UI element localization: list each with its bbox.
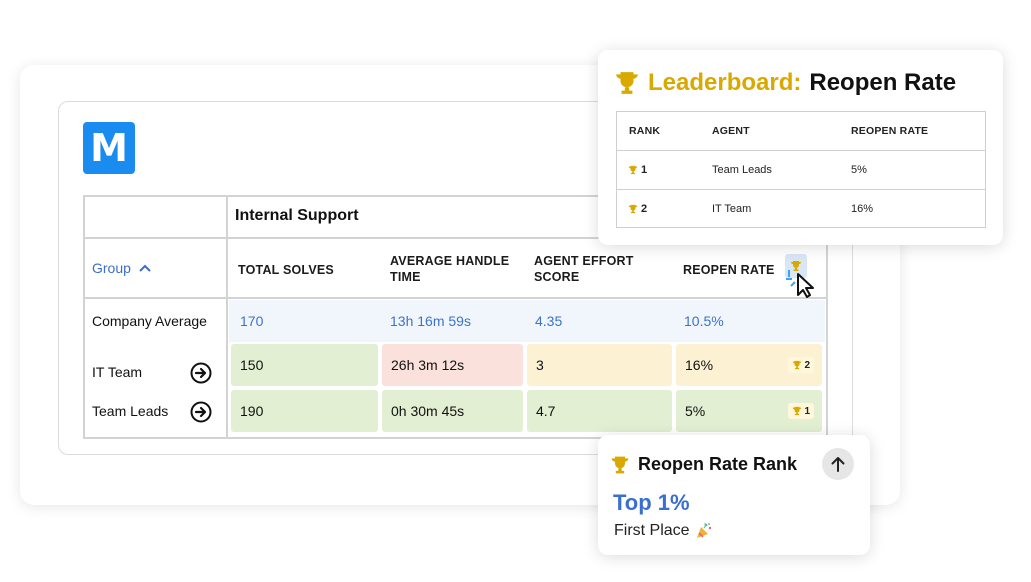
company-average-row bbox=[229, 300, 825, 342]
table-cell: 3 bbox=[527, 344, 672, 386]
table-border-bottom bbox=[83, 437, 828, 439]
rank-card-title-text: Reopen Rate Rank bbox=[638, 454, 798, 474]
cell-value: 16% bbox=[685, 357, 714, 373]
leaderboard-title-metric: Reopen Rate bbox=[809, 69, 957, 96]
logo-letter: M bbox=[90, 126, 128, 170]
rank-badge-value: 1 bbox=[804, 405, 810, 417]
table-divider bbox=[83, 237, 828, 239]
arrow-right-circle-icon[interactable] bbox=[190, 362, 212, 384]
table-border-left bbox=[83, 195, 85, 439]
row-label-team-leads: Team Leads bbox=[92, 403, 169, 419]
cursor-icon bbox=[786, 270, 814, 298]
trophy-icon bbox=[793, 360, 802, 370]
leaderboard-agent: Team Leads bbox=[712, 164, 772, 176]
leaderboard-header-reopen-rate: REOPEN RATE bbox=[851, 125, 929, 137]
trophy-icon bbox=[628, 165, 638, 175]
rank-card: Reopen Rate Rank Top 1% First Place bbox=[598, 435, 870, 555]
table-border-right bbox=[826, 237, 828, 439]
chevron-up-icon bbox=[139, 264, 151, 272]
trophy-icon bbox=[616, 72, 638, 94]
column-header-average-handle-time[interactable]: AVERAGE HANDLE TIME bbox=[390, 254, 510, 284]
rank-subtitle: First Place bbox=[614, 522, 713, 540]
cell-value: 0h 30m 45s bbox=[391, 403, 465, 419]
rank-badge-value: 2 bbox=[804, 359, 810, 371]
leaderboard-rank-value: 2 bbox=[641, 203, 648, 215]
cell-value: 4.7 bbox=[536, 403, 556, 419]
leaderboard-rank: 2 bbox=[628, 203, 647, 215]
section-title: Internal Support bbox=[235, 207, 359, 224]
leaderboard-rate: 5% bbox=[851, 164, 867, 176]
average-handle-time: 13h 16m 59s bbox=[390, 313, 471, 329]
average-reopen-rate: 10.5% bbox=[684, 313, 724, 329]
group-header-label: Group bbox=[92, 260, 131, 276]
column-header-total-solves[interactable]: TOTAL SOLVES bbox=[238, 263, 334, 277]
cell-value: 150 bbox=[240, 357, 264, 373]
table-cell: 4.7 bbox=[527, 390, 672, 432]
table-cell: 150 bbox=[231, 344, 378, 386]
cell-value: 3 bbox=[536, 357, 544, 373]
app-logo: M bbox=[83, 122, 135, 174]
cell-value: 5% bbox=[685, 403, 706, 419]
trophy-icon bbox=[611, 456, 629, 473]
average-agent-effort-score: 4.35 bbox=[535, 313, 563, 329]
group-sort-header[interactable]: Group bbox=[92, 260, 151, 276]
rank-value: Top 1% bbox=[613, 490, 690, 515]
arrow-right-circle-icon[interactable] bbox=[190, 401, 212, 423]
rank-subtitle-text: First Place bbox=[614, 522, 690, 539]
cell-value: 26h 3m 12s bbox=[391, 357, 465, 373]
average-total-solves: 170 bbox=[240, 313, 264, 329]
rank-card-title: Reopen Rate Rank bbox=[610, 454, 797, 475]
table-cell: 5% 1 bbox=[676, 390, 822, 432]
leaderboard-row[interactable]: 1 Team Leads 5% bbox=[617, 151, 985, 190]
leaderboard-title: Leaderboard: Reopen Rate bbox=[614, 69, 956, 97]
table-cell: 26h 3m 12s bbox=[382, 344, 523, 386]
company-average-label: Company Average bbox=[92, 313, 207, 329]
trophy-icon bbox=[628, 204, 638, 214]
rank-badge: 2 bbox=[788, 357, 814, 373]
report-table bbox=[83, 195, 828, 439]
cell-value: 190 bbox=[240, 403, 264, 419]
leaderboard-header-agent: AGENT bbox=[712, 125, 750, 137]
leaderboard-rate: 16% bbox=[851, 203, 874, 215]
table-border-top bbox=[83, 195, 828, 197]
trophy-icon bbox=[791, 261, 801, 271]
arrow-up-icon bbox=[831, 457, 845, 472]
row-label-it-team: IT Team bbox=[92, 364, 143, 380]
leaderboard-popup: Leaderboard: Reopen Rate RANK AGENT REOP… bbox=[598, 50, 1003, 245]
leaderboard-rank: 1 bbox=[628, 164, 647, 176]
leaderboard-header-rank: RANK bbox=[629, 125, 661, 137]
table-divider bbox=[83, 297, 828, 299]
reopen-rate-leaderboard-button[interactable] bbox=[785, 254, 807, 278]
table-divider bbox=[226, 195, 228, 439]
leaderboard-rank-value: 1 bbox=[641, 164, 648, 176]
leaderboard-header-row: RANK AGENT REOPEN RATE bbox=[617, 112, 985, 151]
party-popper-icon bbox=[696, 522, 711, 538]
table-cell: 16% 2 bbox=[676, 344, 822, 386]
table-cell: 0h 30m 45s bbox=[382, 390, 523, 432]
leaderboard-title-prefix: Leaderboard: bbox=[648, 69, 802, 96]
rank-badge: 1 bbox=[788, 403, 814, 419]
leaderboard-table: RANK AGENT REOPEN RATE 1 Team Leads 5% 2… bbox=[616, 111, 986, 228]
column-header-reopen-rate[interactable]: REOPEN RATE bbox=[683, 263, 775, 277]
table-cell: 190 bbox=[231, 390, 378, 432]
leaderboard-row[interactable]: 2 IT Team 16% bbox=[617, 190, 985, 229]
column-header-agent-effort-score[interactable]: AGENT EFFORT SCORE bbox=[534, 254, 634, 284]
scroll-up-button[interactable] bbox=[822, 448, 854, 480]
trophy-icon bbox=[793, 406, 802, 416]
leaderboard-agent: IT Team bbox=[712, 203, 752, 215]
